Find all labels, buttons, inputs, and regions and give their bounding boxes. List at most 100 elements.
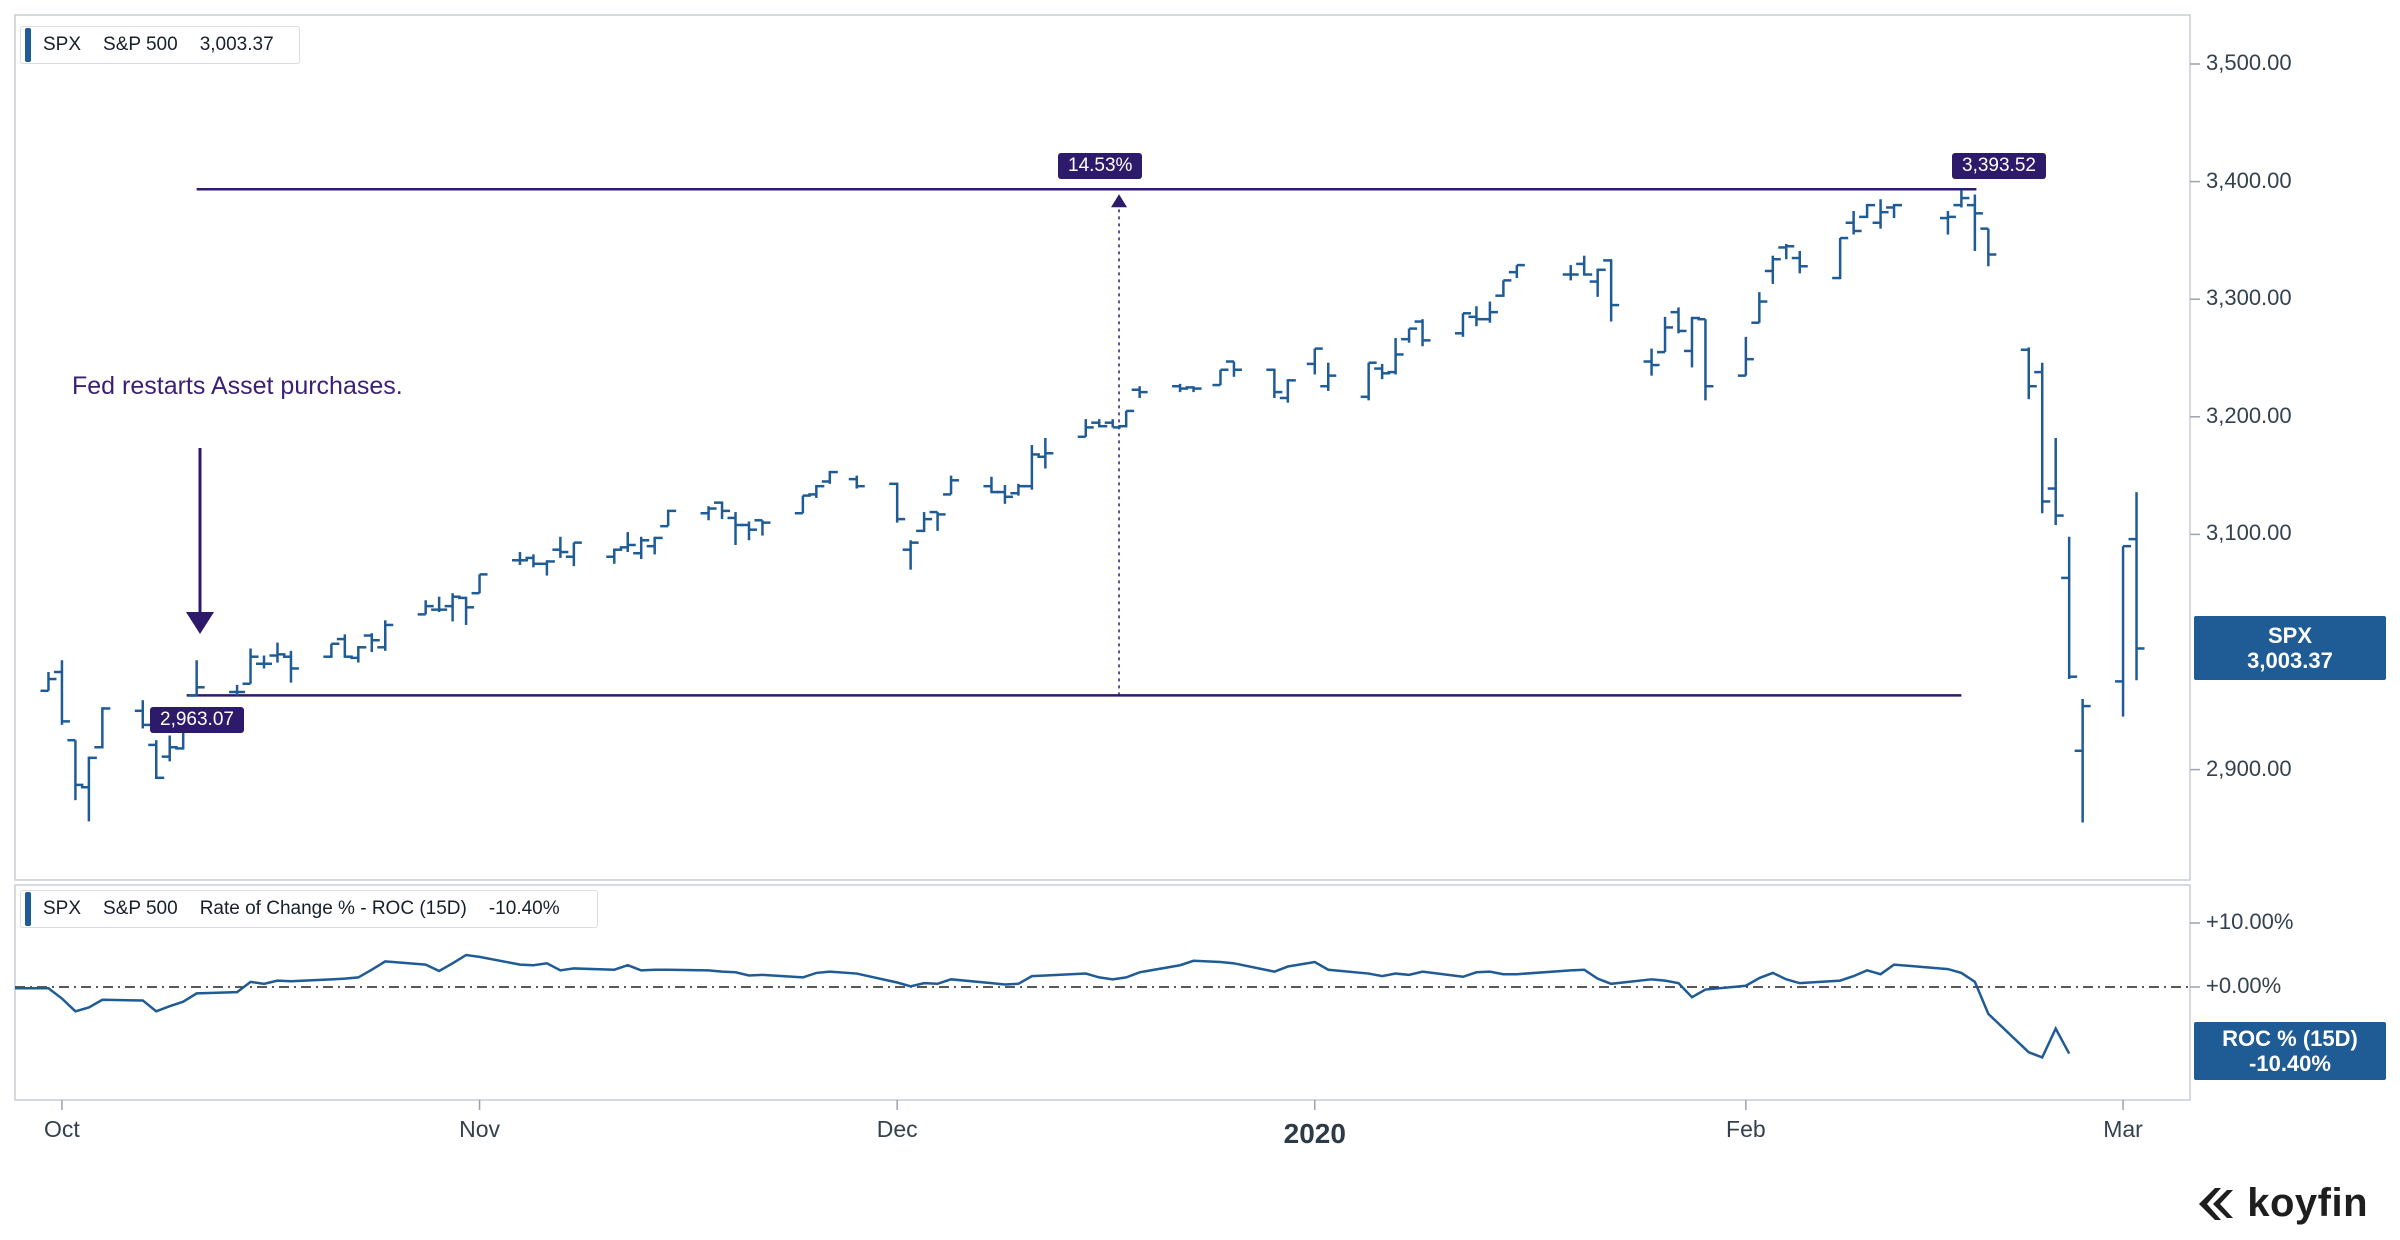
ohlc-bar <box>983 476 1000 494</box>
ohlc-bar <box>740 521 757 541</box>
ohlc-bar <box>996 485 1013 504</box>
badge-label: ROC % (15D) <box>2222 1026 2358 1051</box>
ohlc-bar <box>94 707 111 749</box>
ohlc-bar <box>188 660 205 697</box>
ohlc-bar <box>350 646 367 663</box>
roc-legend[interactable]: SPX S&P 500 Rate of Change % - ROC (15D)… <box>20 890 598 928</box>
x-tick-label: 2020 <box>1283 1118 1346 1149</box>
ohlc-bar <box>1737 336 1754 377</box>
ohlc-bar <box>1037 437 1054 469</box>
legend-value: 3,003.37 <box>199 34 274 55</box>
ohlc-bar <box>2128 492 2145 681</box>
ohlc-bar <box>1980 227 1997 267</box>
ohlc-bar <box>323 642 340 658</box>
ohlc-bar <box>821 470 838 484</box>
ohlc-bars <box>40 189 2145 823</box>
legend-name: S&P 500 <box>103 34 178 55</box>
ohlc-bar <box>700 506 717 521</box>
ohlc-bar <box>1360 361 1377 401</box>
ohlc-bar <box>1185 386 1202 393</box>
ohlc-bar <box>808 484 825 498</box>
ohlc-bar <box>1683 316 1700 368</box>
ohlc-bar <box>1764 255 1781 284</box>
ohlc-bar <box>1414 319 1431 347</box>
ohlc-bar <box>1320 362 1337 391</box>
arrow-head <box>186 612 214 634</box>
ohlc-bar <box>1778 243 1795 260</box>
ohlc-bar <box>148 740 165 780</box>
ohlc-bar <box>848 475 865 489</box>
ohlc-bar <box>1886 203 1903 219</box>
ohlc-bar <box>1131 386 1148 398</box>
ohlc-bar <box>511 552 528 565</box>
ohlc-bar <box>1266 368 1283 398</box>
x-tick-label: Feb <box>1726 1116 1766 1142</box>
roc-tick-label: +10.00% <box>2206 909 2294 934</box>
ohlc-bar <box>1495 279 1512 297</box>
ohlc-bar <box>67 738 84 801</box>
roc-tick-label: +0.00% <box>2206 973 2282 998</box>
ohlc-bar <box>256 655 273 669</box>
price-panel-border <box>14 14 2191 881</box>
roc-panel <box>15 953 2190 1059</box>
ohlc-bar <box>134 700 151 729</box>
ohlc-bar <box>794 494 811 515</box>
x-tick-label: Nov <box>459 1116 500 1142</box>
ohlc-bar <box>902 540 919 570</box>
legend-indicator: Rate of Change % - ROC (15D) <box>199 898 467 919</box>
ohlc-bar <box>754 519 771 536</box>
legend-value: -10.40% <box>488 898 560 919</box>
ohlc-bar <box>417 600 434 616</box>
ohlc-bar <box>889 482 906 523</box>
ohlc-bar <box>282 650 299 683</box>
ohlc-bar <box>1306 347 1323 375</box>
ohlc-bar <box>336 634 353 658</box>
price-level-lines <box>186 187 1977 697</box>
high-level-tag: 3,393.52 <box>1952 153 2046 179</box>
ohlc-bar <box>1279 379 1296 403</box>
ohlc-bar <box>1791 250 1808 274</box>
ohlc-bar <box>1023 445 1040 490</box>
y-tick-label: 3,100.00 <box>2206 520 2292 546</box>
ohlc-bar <box>2115 544 2132 717</box>
badge-value: 3,003.37 <box>2247 648 2333 673</box>
series-color-swatch <box>25 892 31 926</box>
ohlc-bar <box>1697 317 1714 401</box>
ohlc-bar <box>1454 312 1471 337</box>
main-legend[interactable]: SPX S&P 500 3,003.37 <box>20 26 300 64</box>
roc-value-badge: ROC % (15D) -10.40% <box>2194 1022 2386 1080</box>
y-tick-label: 2,900.00 <box>2206 755 2292 781</box>
ohlc-bar <box>943 475 960 496</box>
ohlc-bar <box>1508 263 1525 279</box>
ohlc-bar <box>1845 211 1862 235</box>
ohlc-bar <box>1401 327 1418 343</box>
y-tick-label: 3,500.00 <box>2206 50 2292 75</box>
ohlc-bar <box>2074 699 2091 823</box>
annotation-arrow <box>186 448 214 634</box>
ohlc-bar <box>1562 265 1579 281</box>
brand-name: koyfin <box>2247 1181 2368 1225</box>
y-tick-label: 3,300.00 <box>2206 285 2292 311</box>
roc-panel-border <box>14 884 2191 1101</box>
ohlc-bar <box>1872 199 1889 229</box>
ohlc-bar <box>1751 292 1768 324</box>
ohlc-bar <box>1118 409 1135 428</box>
ohlc-bar <box>552 536 569 558</box>
ohlc-bar <box>929 510 946 531</box>
ohlc-bar <box>1603 259 1620 322</box>
last-price-badge: SPX 3,003.37 <box>2194 616 2386 680</box>
series-color-swatch <box>25 28 31 62</box>
y-tick-label: 3,200.00 <box>2206 402 2292 428</box>
x-tick-label: Mar <box>2103 1116 2143 1142</box>
ohlc-bar <box>1225 360 1242 377</box>
ohlc-bar <box>471 573 488 595</box>
ohlc-bar <box>53 660 70 725</box>
ohlc-bar <box>2034 362 2051 514</box>
ohlc-bar <box>242 648 259 686</box>
ohlc-bar <box>2020 347 2037 400</box>
legend-name: S&P 500 <box>103 898 178 919</box>
ohlc-bar <box>646 536 663 555</box>
x-tick-label: Oct <box>44 1116 80 1142</box>
ohlc-bar <box>727 512 744 545</box>
ohlc-bar <box>40 671 57 693</box>
